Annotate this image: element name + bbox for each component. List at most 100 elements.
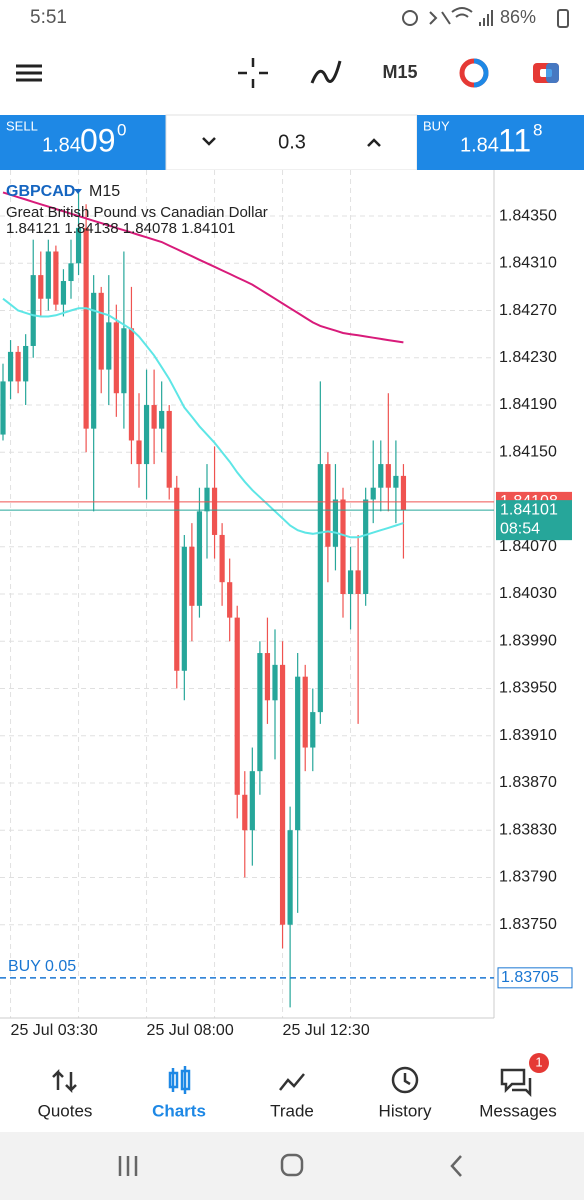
- order-label: BUY 0.05: [8, 958, 76, 975]
- candle-body: [121, 328, 127, 394]
- crosshair-button[interactable]: [238, 58, 268, 88]
- candle-body: [363, 499, 369, 594]
- sell-price-big: 09: [80, 122, 116, 158]
- candle-body: [219, 534, 225, 583]
- status-icons: [402, 7, 569, 28]
- y-tick-label: 1.83950: [499, 680, 557, 697]
- candle-body: [370, 487, 376, 500]
- nav-item[interactable]: Charts: [152, 1101, 206, 1120]
- candle-body: [242, 794, 248, 831]
- badge: [529, 1053, 549, 1073]
- candle-body: [355, 570, 361, 594]
- nav-item[interactable]: Quotes: [38, 1101, 93, 1120]
- candle-body: [181, 546, 187, 671]
- candle-body: [295, 676, 301, 831]
- x-tick-label: 25 Jul 03:30: [11, 1022, 98, 1039]
- candle-body: [45, 251, 51, 299]
- candle-body: [257, 653, 263, 772]
- clock: 5:51: [30, 7, 67, 28]
- volume[interactable]: 0.3: [278, 131, 306, 153]
- candle-body: [166, 410, 172, 488]
- candle-body: [30, 275, 36, 346]
- indicators-button[interactable]: [310, 60, 342, 84]
- moving-average: [2, 191, 404, 344]
- candle-body: [151, 405, 157, 429]
- order-price-box: [497, 967, 573, 989]
- nav-item[interactable]: Messages: [479, 1101, 556, 1120]
- sell-button[interactable]: [0, 115, 166, 170]
- battery: 86%: [500, 7, 536, 27]
- order-price: 1.83705: [501, 969, 559, 986]
- candle-body: [400, 475, 407, 511]
- candle-body: [23, 345, 29, 382]
- candle-body: [83, 227, 89, 429]
- candle-body: [310, 712, 316, 748]
- bottom-nav: [0, 1044, 584, 1132]
- y-tick-label: 1.84350: [499, 207, 557, 224]
- volume-down[interactable]: [202, 137, 216, 146]
- buy-price-big: 11: [498, 122, 531, 158]
- candle-body: [15, 351, 21, 382]
- trade-button[interactable]: [533, 63, 559, 83]
- price-label-box: [496, 500, 572, 541]
- y-tick-label: 1.84190: [499, 396, 557, 413]
- chart: 1.84350 1.84310 1.84270 1.84230 1.84190 1.841…: [0, 170, 584, 1044]
- candle-body: [325, 464, 331, 547]
- candle-body: [7, 351, 14, 382]
- buy-label: BUY: [423, 118, 450, 133]
- candle-body: [174, 487, 180, 671]
- y-tick-label: 1.84310: [499, 255, 557, 272]
- candle-body: [204, 487, 210, 512]
- candle-body: [136, 440, 142, 465]
- candle-body: [143, 405, 150, 465]
- countdown: 08:54: [500, 520, 540, 537]
- system-buttons[interactable]: [118, 1153, 462, 1177]
- sell-label: SELL: [6, 118, 38, 133]
- candle-body: [302, 676, 308, 748]
- objects-button[interactable]: [459, 58, 489, 88]
- y-tick-label: 1.84230: [499, 349, 557, 366]
- y-tick-label: 1.84030: [499, 585, 557, 602]
- y-tick-label: 1.83790: [499, 869, 557, 886]
- moving-average: [2, 297, 404, 539]
- sell-price-main: 1.84: [42, 134, 81, 156]
- nav-item[interactable]: Trade: [270, 1101, 314, 1120]
- candle-body: [211, 487, 218, 535]
- buy-price-sup: 8: [533, 120, 542, 139]
- candle-body: [60, 281, 67, 305]
- candle-body: [128, 328, 135, 441]
- sell-price-sup: 0: [117, 120, 126, 139]
- candle-body: [98, 292, 104, 370]
- candle-body: [332, 499, 339, 547]
- chart-timeframe: M15: [89, 183, 120, 200]
- candle-body: [68, 263, 74, 282]
- y-tick-label: 1.83870: [499, 774, 557, 791]
- x-tick-label: 25 Jul 08:00: [147, 1022, 234, 1039]
- buy-button[interactable]: [417, 115, 584, 170]
- candle-body: [91, 292, 97, 429]
- candle-body: [249, 771, 255, 831]
- candle-body: [393, 475, 399, 488]
- y-tick-label: 1.83830: [499, 821, 557, 838]
- nav-icons: [52, 1066, 532, 1098]
- candle-body: [234, 617, 240, 795]
- y-tick-label: 1.83990: [499, 632, 557, 649]
- buy-price-main: 1.84: [460, 134, 499, 156]
- y-tick-label: 1.83750: [499, 916, 557, 933]
- badge-count: 1: [535, 1054, 542, 1069]
- candle-body: [75, 227, 82, 264]
- y-tick-label: 1.83910: [499, 727, 557, 744]
- candle-body: [340, 499, 346, 594]
- menu-button[interactable]: [16, 64, 42, 82]
- symbol[interactable]: GBPCAD: [6, 183, 75, 200]
- candle-body: [279, 664, 286, 925]
- x-tick-label: 25 Jul 12:30: [283, 1022, 370, 1039]
- volume-up[interactable]: [367, 138, 381, 147]
- nav-item[interactable]: History: [379, 1101, 432, 1120]
- candle-body: [38, 275, 44, 299]
- symbol-dropdown[interactable]: [74, 189, 82, 194]
- candle-body: [227, 582, 233, 618]
- timeframe-button[interactable]: M15: [382, 62, 417, 82]
- candle-body: [189, 546, 195, 606]
